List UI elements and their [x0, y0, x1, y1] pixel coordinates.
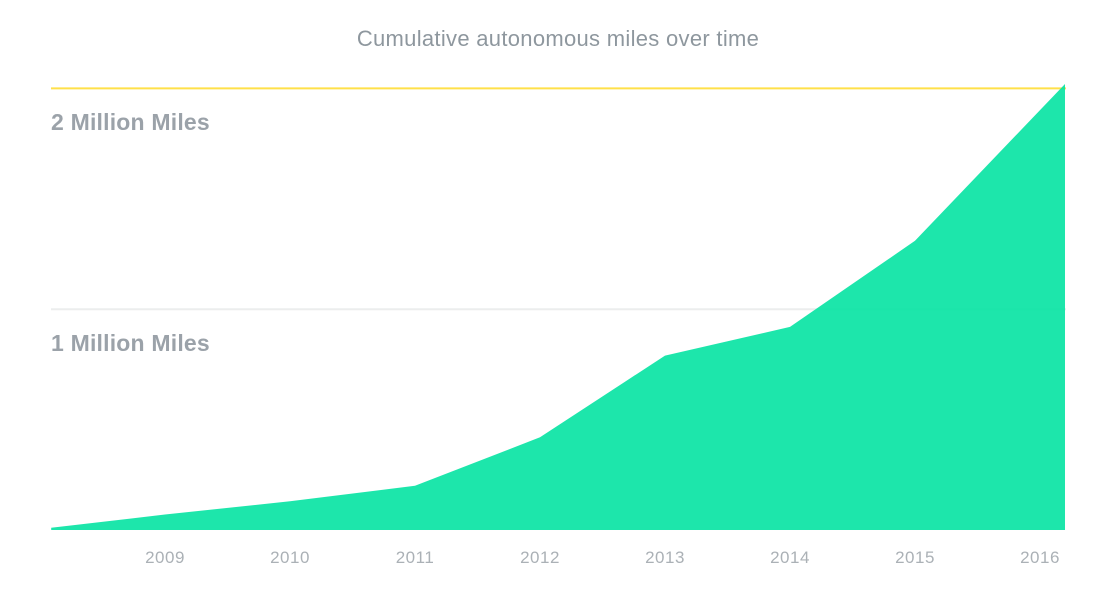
- x-axis-label-2014: 2014: [770, 548, 810, 567]
- x-axis-label-2013: 2013: [645, 548, 685, 567]
- y-gridline-label-2-million: 2 Million Miles: [51, 109, 210, 136]
- x-axis-label-2015: 2015: [895, 548, 935, 567]
- x-axis-label-2009: 2009: [145, 548, 185, 567]
- x-axis-label-2016: 2016: [1020, 548, 1060, 567]
- x-axis-label-2011: 2011: [395, 548, 435, 567]
- area-series-cumulative-miles: [51, 84, 1065, 530]
- x-axis-label-2012: 2012: [520, 548, 560, 567]
- y-gridline-label-1-million: 1 Million Miles: [51, 330, 210, 357]
- chart-title: Cumulative autonomous miles over time: [356, 26, 760, 51]
- x-axis-label-2010: 2010: [270, 548, 310, 567]
